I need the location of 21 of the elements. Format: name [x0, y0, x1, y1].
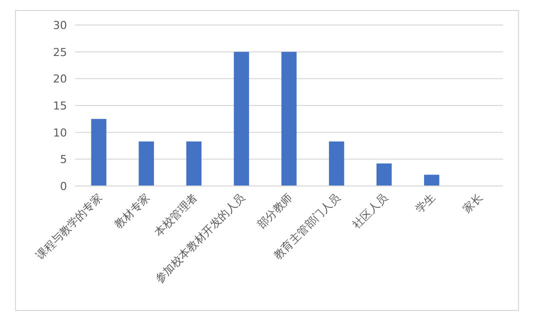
x-tick-label: 社区人员 [350, 190, 390, 232]
bar [376, 163, 392, 186]
y-tick-label: 20 [53, 72, 67, 86]
y-tick-label: 0 [60, 180, 67, 193]
y-tick-label: 15 [53, 100, 67, 112]
bar [91, 118, 106, 186]
x-tick-label: 学生 [413, 190, 438, 216]
x-tick-label: 部分教师 [254, 190, 296, 232]
bar [328, 141, 344, 186]
x-tick-label: 家长 [460, 190, 486, 216]
bar [424, 174, 440, 186]
y-tick-label: 30 [53, 19, 67, 32]
bar [138, 141, 154, 186]
y-tick-label: 25 [53, 46, 67, 59]
bar [186, 141, 202, 186]
y-tick-label: 5 [60, 153, 67, 166]
y-tick-label: 10 [53, 126, 67, 140]
x-tick-label: 课程与教学的专家 [33, 190, 105, 262]
bar [234, 52, 250, 186]
x-tick-label: 教材专家 [112, 190, 152, 232]
bar [281, 52, 297, 186]
